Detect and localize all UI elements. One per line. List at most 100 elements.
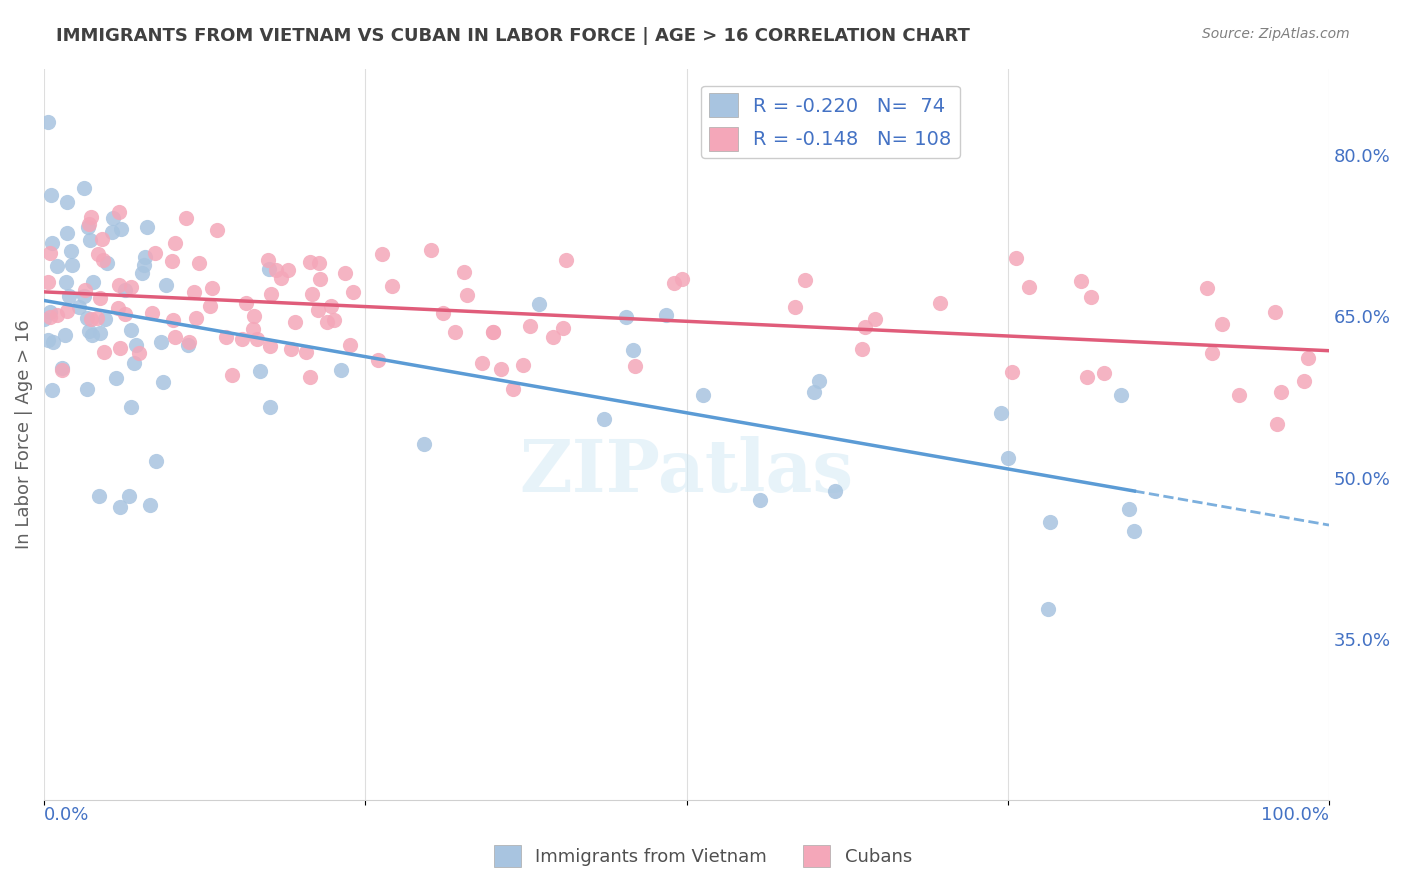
Point bbox=[624, 359, 647, 373]
Point bbox=[80, 210, 103, 224]
Point bbox=[162, 312, 184, 326]
Point bbox=[785, 300, 807, 314]
Point bbox=[139, 498, 162, 512]
Point bbox=[621, 343, 644, 357]
Point bbox=[794, 273, 817, 287]
Point bbox=[134, 250, 156, 264]
Point bbox=[381, 278, 404, 293]
Point bbox=[1109, 388, 1132, 402]
Point bbox=[555, 253, 578, 268]
Legend: Immigrants from Vietnam, Cubans: Immigrants from Vietnam, Cubans bbox=[486, 838, 920, 874]
Point bbox=[1123, 524, 1146, 538]
Point bbox=[1298, 351, 1320, 365]
Point bbox=[277, 263, 299, 277]
Point bbox=[150, 335, 173, 350]
Point bbox=[145, 454, 167, 468]
Point bbox=[187, 256, 209, 270]
Point bbox=[990, 406, 1012, 420]
Point bbox=[37, 333, 59, 347]
Point bbox=[1265, 417, 1288, 431]
Point bbox=[76, 311, 98, 326]
Point bbox=[231, 332, 253, 346]
Point bbox=[444, 325, 467, 339]
Point bbox=[413, 436, 436, 450]
Point bbox=[342, 285, 364, 299]
Point bbox=[38, 310, 60, 324]
Point bbox=[108, 341, 131, 355]
Legend: R = -0.220   N=  74, R = -0.148   N= 108: R = -0.220 N= 74, R = -0.148 N= 108 bbox=[702, 86, 959, 158]
Point bbox=[143, 246, 166, 260]
Text: IMMIGRANTS FROM VIETNAM VS CUBAN IN LABOR FORCE | AGE > 16 CORRELATION CHART: IMMIGRANTS FROM VIETNAM VS CUBAN IN LABO… bbox=[56, 27, 970, 45]
Point bbox=[1000, 366, 1022, 380]
Point bbox=[284, 315, 307, 329]
Point bbox=[432, 306, 454, 320]
Point bbox=[51, 363, 73, 377]
Point bbox=[1004, 251, 1026, 265]
Point bbox=[246, 332, 269, 346]
Point bbox=[257, 253, 280, 268]
Point bbox=[1036, 601, 1059, 615]
Point bbox=[100, 225, 122, 239]
Point bbox=[80, 311, 103, 326]
Point bbox=[37, 275, 59, 289]
Point bbox=[60, 258, 83, 272]
Point bbox=[512, 358, 534, 372]
Point bbox=[808, 374, 831, 388]
Point bbox=[110, 222, 132, 236]
Point bbox=[37, 115, 59, 129]
Point bbox=[851, 342, 873, 356]
Point bbox=[309, 272, 332, 286]
Point bbox=[155, 278, 177, 293]
Point bbox=[79, 233, 101, 247]
Point bbox=[141, 306, 163, 320]
Point bbox=[541, 330, 564, 344]
Point bbox=[72, 181, 94, 195]
Point bbox=[163, 236, 186, 251]
Point bbox=[853, 320, 876, 334]
Point bbox=[1118, 502, 1140, 516]
Point bbox=[96, 256, 118, 270]
Point bbox=[298, 370, 321, 384]
Point bbox=[419, 244, 441, 258]
Point bbox=[186, 310, 208, 325]
Point bbox=[519, 318, 541, 333]
Point bbox=[259, 339, 281, 353]
Point bbox=[108, 204, 131, 219]
Point bbox=[55, 226, 77, 240]
Point bbox=[201, 281, 224, 295]
Point bbox=[1080, 290, 1102, 304]
Point bbox=[316, 314, 339, 328]
Text: ZIPatlas: ZIPatlas bbox=[519, 435, 853, 507]
Point bbox=[152, 376, 174, 390]
Point bbox=[73, 288, 96, 302]
Point bbox=[997, 451, 1019, 466]
Point bbox=[118, 489, 141, 503]
Point bbox=[307, 302, 329, 317]
Point bbox=[108, 278, 131, 293]
Point bbox=[749, 492, 772, 507]
Point bbox=[120, 400, 142, 414]
Point bbox=[280, 342, 302, 356]
Point bbox=[242, 322, 264, 336]
Point bbox=[614, 310, 637, 324]
Point bbox=[120, 323, 142, 337]
Point bbox=[249, 364, 271, 378]
Point bbox=[214, 329, 236, 343]
Point bbox=[93, 345, 115, 359]
Point bbox=[55, 275, 77, 289]
Point bbox=[1270, 384, 1292, 399]
Point bbox=[131, 267, 153, 281]
Point bbox=[77, 324, 100, 338]
Point bbox=[1018, 280, 1040, 294]
Point bbox=[53, 327, 76, 342]
Point bbox=[200, 299, 222, 313]
Point bbox=[82, 328, 104, 343]
Point bbox=[67, 300, 90, 314]
Point bbox=[1195, 281, 1218, 295]
Point bbox=[260, 287, 283, 301]
Point bbox=[128, 346, 150, 360]
Point bbox=[107, 301, 129, 316]
Point bbox=[553, 321, 575, 335]
Point bbox=[46, 259, 69, 273]
Point bbox=[322, 313, 344, 327]
